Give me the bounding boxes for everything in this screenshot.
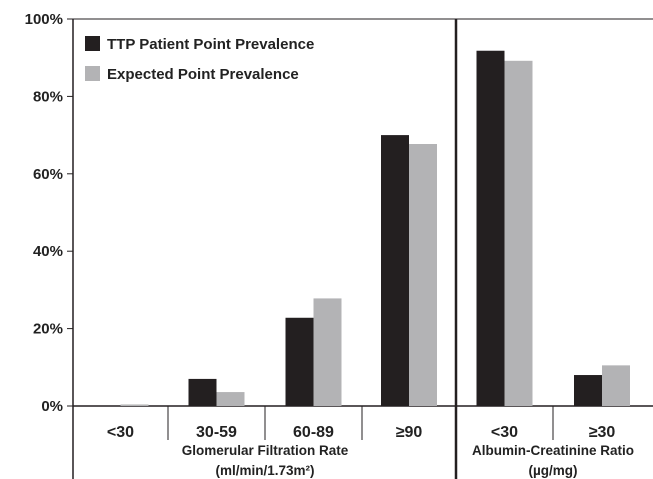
y-tick-label: 20% [33, 321, 63, 338]
category-label: <30 [491, 424, 518, 441]
category-labels: <30 30-59 60-89 ≥90 <30 ≥30 [107, 424, 615, 441]
y-tick-label: 0% [41, 398, 63, 415]
y-axis-ticks: 0% 20% 40% 60% 80% 100% [25, 11, 73, 415]
legend-label-expected: Expected Point Prevalence [107, 66, 299, 83]
bar-patient [381, 135, 409, 406]
bar-expected [504, 60, 533, 407]
group-label-acr-line2: (µg/mg) [528, 463, 577, 478]
group-label-gfr: Glomerular Filtration Rate (ml/min/1.73m… [182, 443, 349, 478]
group-label-gfr-line1: Glomerular Filtration Rate [182, 443, 349, 458]
y-tick-label: 40% [33, 243, 63, 260]
group-label-gfr-line2: (ml/min/1.73m²) [215, 463, 314, 478]
y-tick-label: 100% [25, 11, 63, 28]
bar-patient [476, 50, 505, 406]
bar-expected [409, 144, 437, 406]
bar-patient [574, 375, 602, 406]
bar-patient [188, 378, 217, 406]
category-label: ≥90 [396, 424, 423, 441]
legend: TTP Patient Point Prevalence Expected Po… [85, 36, 314, 83]
category-label: 30-59 [196, 424, 237, 441]
plot-frame [72, 18, 653, 479]
group-label-acr: Albumin-Creatinine Ratio (µg/mg) [472, 443, 634, 478]
category-label: <30 [107, 424, 134, 441]
y-tick-label: 60% [33, 166, 63, 183]
bar-expected [602, 365, 630, 406]
bar-patient [285, 317, 314, 406]
category-label: 60-89 [293, 424, 334, 441]
bar-expected [313, 298, 342, 406]
group-label-acr-line1: Albumin-Creatinine Ratio [472, 443, 634, 458]
y-tick-label: 80% [33, 88, 63, 105]
bar-expected [216, 392, 245, 406]
category-label: ≥30 [589, 424, 616, 441]
legend-swatch-expected [85, 66, 100, 81]
legend-swatch-patient [85, 36, 100, 51]
bars [120, 50, 630, 407]
legend-label-patient: TTP Patient Point Prevalence [107, 36, 314, 53]
bar-expected [120, 404, 149, 406]
